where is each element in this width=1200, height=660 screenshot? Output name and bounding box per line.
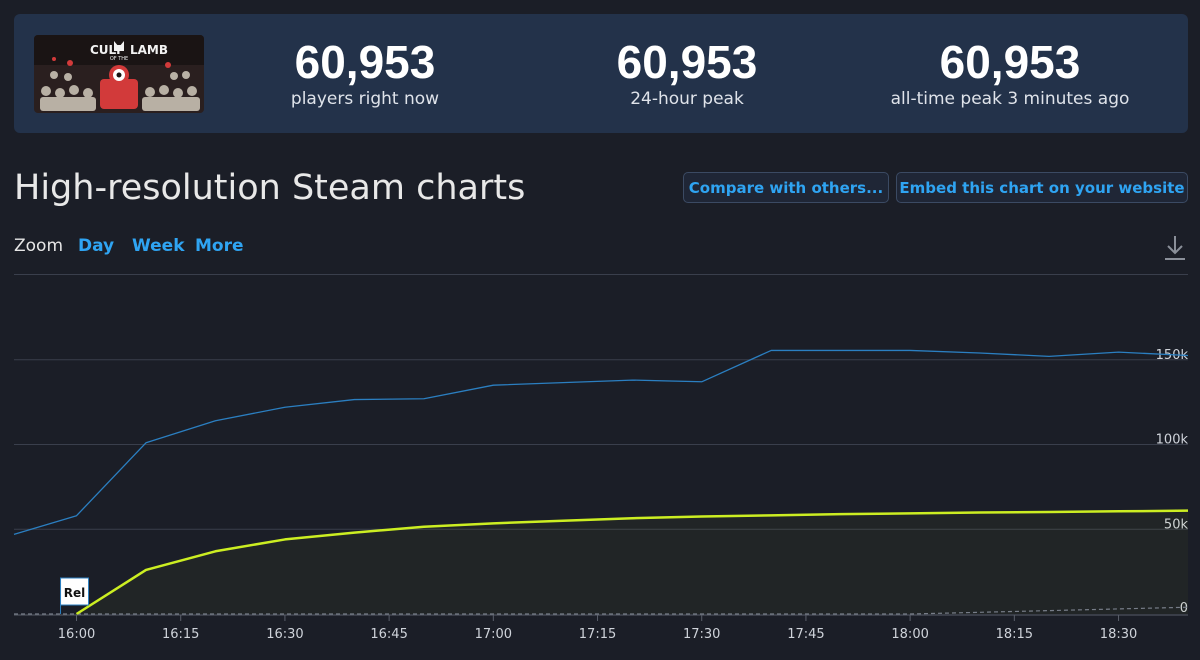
y-tick-label: 100k bbox=[1156, 433, 1189, 448]
stat-players-now: 60,953 players right now bbox=[240, 36, 490, 110]
series-data-point bbox=[284, 538, 286, 540]
twitch-viewers-series-line bbox=[13, 349, 1189, 535]
stat-value: 60,953 bbox=[939, 36, 1081, 88]
page-title: High-resolution Steam charts bbox=[14, 168, 526, 208]
series-data-point bbox=[492, 384, 494, 386]
series-data-point bbox=[423, 398, 425, 400]
x-tick-label: 16:15 bbox=[162, 627, 199, 642]
x-tick-label: 17:00 bbox=[475, 627, 512, 642]
series-data-point bbox=[145, 442, 147, 444]
series-data-point bbox=[353, 398, 355, 400]
x-tick-label: 16:45 bbox=[370, 627, 407, 642]
series-data-point bbox=[284, 406, 286, 408]
baseline-series-line bbox=[14, 606, 1189, 615]
series-data-point bbox=[1187, 354, 1189, 356]
chart-top-divider bbox=[14, 274, 1188, 275]
download-icon[interactable] bbox=[1163, 234, 1187, 262]
compare-button[interactable]: Compare with others... bbox=[683, 172, 889, 203]
players-series-line bbox=[75, 509, 1189, 616]
stat-24h-peak: 60,953 24-hour peak bbox=[562, 36, 812, 110]
series-data-point bbox=[978, 511, 980, 513]
x-tick-label: 18:30 bbox=[1100, 627, 1137, 642]
series-data-point bbox=[1187, 606, 1189, 608]
stat-value: 60,953 bbox=[616, 36, 758, 88]
series-data-point bbox=[909, 512, 911, 514]
y-tick-label: 50k bbox=[1164, 517, 1189, 532]
x-tick-label: 18:15 bbox=[996, 627, 1033, 642]
series-data-point bbox=[839, 513, 841, 515]
x-tick-label: 16:30 bbox=[266, 627, 303, 642]
series-data-point bbox=[839, 349, 841, 351]
x-tick-label: 17:15 bbox=[579, 627, 616, 642]
series-data-point bbox=[214, 420, 216, 422]
zoom-more-link[interactable]: More bbox=[195, 236, 244, 256]
series-data-point bbox=[75, 514, 77, 516]
svg-text:LAMB: LAMB bbox=[130, 43, 168, 57]
svg-text:OF THE: OF THE bbox=[110, 56, 128, 62]
x-tick-label: 17:30 bbox=[683, 627, 720, 642]
series-data-point bbox=[978, 352, 980, 354]
series-data-point bbox=[770, 514, 772, 516]
series-data-point bbox=[701, 381, 703, 383]
zoom-day-link[interactable]: Day bbox=[78, 236, 115, 256]
stats-header: CULT OF THE LAMB 60,953 players right no… bbox=[14, 14, 1188, 133]
series-data-point bbox=[423, 526, 425, 528]
y-tick-label: 0 bbox=[1180, 601, 1188, 616]
zoom-week-link[interactable]: Week bbox=[132, 236, 185, 256]
stat-value: 60,953 bbox=[294, 36, 436, 88]
series-data-point bbox=[909, 349, 911, 351]
game-capsule-image[interactable]: CULT OF THE LAMB bbox=[34, 35, 204, 113]
stat-label: all-time peak 3 minutes ago bbox=[890, 89, 1130, 109]
series-data-point bbox=[353, 531, 355, 533]
stat-label: 24-hour peak bbox=[630, 89, 744, 109]
series-data-point bbox=[562, 381, 564, 383]
embed-chart-button[interactable]: Embed this chart on your website bbox=[896, 172, 1188, 203]
series-data-point bbox=[1048, 511, 1050, 513]
series-data-point bbox=[145, 569, 147, 571]
series-data-point bbox=[13, 533, 15, 535]
x-tick-label: 18:00 bbox=[891, 627, 928, 642]
x-tick-label: 17:45 bbox=[787, 627, 824, 642]
series-data-point bbox=[1117, 510, 1119, 512]
series-data-point bbox=[1117, 351, 1119, 353]
x-tick-label: 16:00 bbox=[58, 627, 95, 642]
series-data-point bbox=[631, 379, 633, 381]
series-data-point bbox=[770, 349, 772, 351]
series-data-point bbox=[214, 550, 216, 552]
stat-label: players right now bbox=[290, 89, 440, 109]
zoom-label: Zoom bbox=[14, 236, 64, 256]
series-data-point bbox=[492, 522, 494, 524]
players-area-fill bbox=[76, 510, 1188, 614]
series-data-point bbox=[701, 515, 703, 517]
cult-of-the-lamb-logo: CULT OF THE LAMB bbox=[34, 35, 204, 113]
stat-all-time-peak: 60,953 all-time peak 3 minutes ago bbox=[860, 36, 1160, 110]
release-flag-label: Rel bbox=[64, 586, 86, 600]
series-data-point bbox=[1048, 355, 1050, 357]
series-data-point bbox=[1187, 509, 1189, 511]
series-data-point bbox=[631, 517, 633, 519]
series-data-point bbox=[562, 520, 564, 522]
